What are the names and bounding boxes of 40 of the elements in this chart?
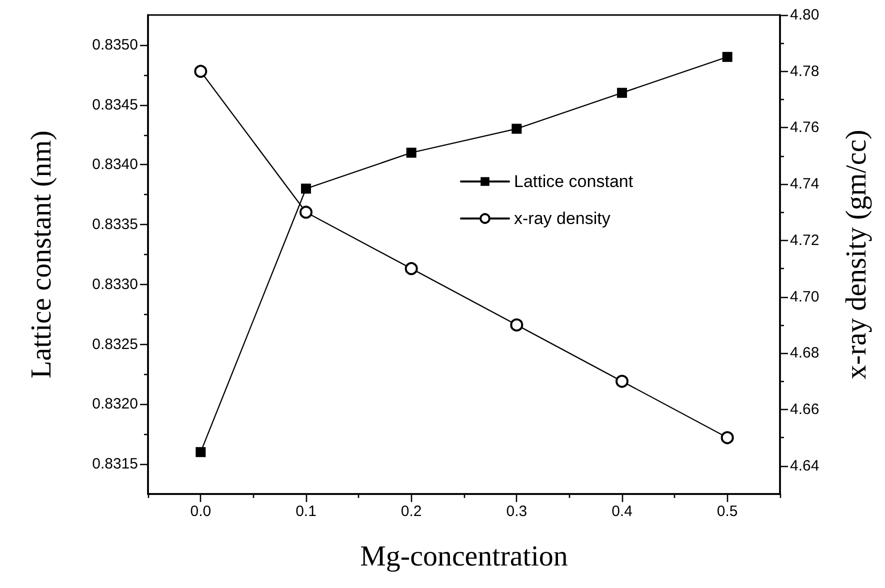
x-axis-title: Mg-concentration (360, 540, 568, 572)
y2-axis-title: x-ray density (gm/cc) (840, 130, 872, 380)
x-tick-label: 0.0 (190, 503, 212, 520)
point (722, 52, 732, 62)
y-tick-label: 0.8335 (92, 216, 138, 234)
y2-tick-label: 4.74 (790, 176, 820, 193)
x-tick-label: 0.3 (506, 503, 528, 520)
y-axis-title: Lattice constant (nm) (26, 130, 58, 379)
point (617, 88, 627, 98)
point (404, 262, 418, 276)
legend-label: x-ray density (514, 209, 611, 228)
y-tick-label: 0.8345 (92, 96, 138, 114)
y2-tick-label: 4.64 (790, 457, 820, 474)
y-tick-label: 0.8350 (92, 36, 138, 54)
point (196, 447, 206, 458)
x-tick-label: 0.2 (400, 503, 422, 520)
point (301, 184, 311, 194)
y2-tick-label: 4.78 (790, 62, 820, 80)
legend-label: Lattice constant (514, 172, 634, 191)
y2-tick-label: 4.70 (790, 288, 820, 306)
point (194, 64, 208, 78)
x-tick-label: 0.1 (296, 503, 316, 520)
y2-tick-label: 4.66 (790, 400, 820, 418)
y-tick-label: 0.8325 (92, 336, 138, 353)
point (720, 431, 734, 444)
point (406, 148, 416, 158)
y2-tick-label: 4.76 (790, 119, 820, 136)
point (510, 318, 524, 332)
point (616, 374, 628, 388)
y-tick-label: 0.8315 (92, 456, 138, 473)
point (300, 206, 312, 219)
y2-tick-label: 4.80 (790, 6, 820, 24)
y2-tick-label: 4.72 (790, 232, 820, 249)
y-tick-label: 0.8340 (92, 156, 138, 174)
point (512, 124, 522, 134)
x-tick-label: 0.4 (612, 503, 632, 520)
x-tick-label: 0.5 (716, 503, 738, 520)
y-tick-label: 0.8330 (92, 276, 138, 293)
y-tick-label: 0.8320 (92, 396, 138, 413)
y2-tick-label: 4.68 (790, 344, 820, 362)
